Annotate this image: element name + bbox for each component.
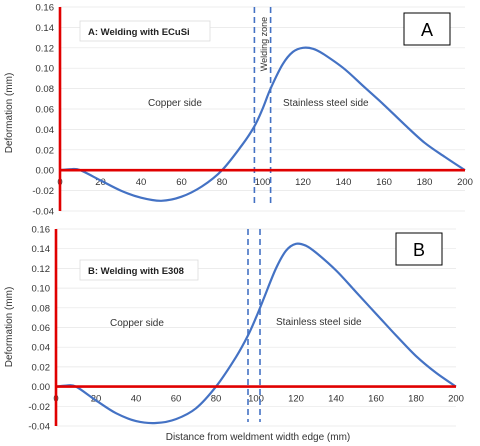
panel-a-x-tick-label: 100 xyxy=(255,177,271,188)
panel-b-y-tick-labels: -0.04 -0.02 0.00 0.02 0.04 0.06 0.08 0.10 0.12 0.… xyxy=(28,225,50,433)
panel-b-x-tick-label: 140 xyxy=(328,394,344,405)
panel-a-legend-box xyxy=(79,20,211,42)
panel-b-y-tick-label: 0.08 xyxy=(32,303,51,314)
panel-b-x-tick-label: 180 xyxy=(408,394,424,405)
panel-b-legend-box xyxy=(79,259,199,281)
panel-a-x-tick-label: 180 xyxy=(417,177,433,188)
panel-a-y-tick-labels: -0.04 -0.02 0.00 0.02 0.04 0.06 0.08 0.10 0.12 0.… xyxy=(32,3,54,218)
panel-b-y-tick-label: -0.02 xyxy=(28,402,50,413)
panel-b-x-axis-title: Distance from weldment width edge (mm) xyxy=(166,432,351,443)
panel-a-x-tick-label: 120 xyxy=(295,177,311,188)
panel-a-x-tick-label: 40 xyxy=(136,177,147,188)
panel-b-x-tick-label: 60 xyxy=(171,394,182,405)
panel-b-letter: B xyxy=(413,240,425,260)
panel-b: Deformation (mm) -0.04 -0.02 0.00 0.02 0.04 0… xyxy=(4,225,464,444)
panel-a-y-tick-label: 0.00 xyxy=(36,166,55,177)
panel-b-y-tick-label: 0.16 xyxy=(32,225,51,236)
panel-b-y-tick-label: 0.00 xyxy=(32,382,51,393)
panel-a: Deformation (mm) -0.04 -0.02 0.00 0.02 0.04 0… xyxy=(4,3,473,218)
panel-a-y-tick-label: 0.04 xyxy=(36,125,55,136)
panel-b-x-tick-label: 160 xyxy=(368,394,384,405)
panel-a-legend-text: A: Welding with ECuSi xyxy=(88,27,190,38)
panel-b-letter-box xyxy=(395,232,443,266)
panel-a-y-tick-label: 0.06 xyxy=(36,105,55,116)
panel-a-y-axis-title: Deformation (mm) xyxy=(4,73,15,154)
panel-a-x-tick-label: 140 xyxy=(336,177,352,188)
panel-b-x-tick-label: 80 xyxy=(211,394,222,405)
panel-b-stainless-side-label: Stainless steel side xyxy=(276,317,362,328)
panel-b-legend-text: B: Welding with E308 xyxy=(88,266,184,277)
panel-b-y-tick-label: -0.04 xyxy=(28,422,50,433)
panel-b-copper-side-label: Copper side xyxy=(110,318,164,329)
panel-b-x-tick-labels: 020406080100120140160180200 xyxy=(53,394,464,405)
panel-a-y-tick-label: 0.02 xyxy=(36,145,55,156)
panel-a-x-tick-label: 200 xyxy=(457,177,473,188)
panel-a-y-tick-label: 0.16 xyxy=(36,3,55,14)
panel-b-x-tick-label: 120 xyxy=(288,394,304,405)
panel-b-deformation-curve xyxy=(55,242,457,425)
panel-a-y-tick-label: -0.04 xyxy=(32,207,54,218)
panel-b-x-tick-label: 40 xyxy=(131,394,142,405)
panel-b-y-tick-label: 0.02 xyxy=(32,362,51,373)
panel-a-weld-zone xyxy=(253,7,272,207)
panel-a-copper-side-label: Copper side xyxy=(148,98,202,109)
panel-a-x-tick-label: 80 xyxy=(217,177,228,188)
panel-a-axes xyxy=(58,7,465,211)
panel-a-letter: A xyxy=(421,20,433,40)
panel-a-y-tick-label: -0.02 xyxy=(32,186,54,197)
panel-b-y-tick-label: 0.06 xyxy=(32,323,51,334)
panel-a-x-tick-label: 60 xyxy=(176,177,187,188)
panel-b-axes xyxy=(54,229,456,426)
panel-a-welding-zone-label: Welding zone xyxy=(259,17,269,71)
panel-a-y-tick-label: 0.12 xyxy=(36,43,55,54)
panel-a-deformation-curve xyxy=(59,46,466,202)
panel-b-y-tick-label: 0.12 xyxy=(32,264,51,275)
panel-b-weld-zone xyxy=(247,229,261,422)
panel-a-y-tick-label: 0.10 xyxy=(36,64,55,75)
panel-a-letter-box xyxy=(403,12,451,46)
panel-b-y-tick-label: 0.10 xyxy=(32,284,51,295)
panel-a-gridlines xyxy=(60,6,465,212)
panel-b-y-axis-title: Deformation (mm) xyxy=(4,287,15,368)
panel-b-x-tick-label: 100 xyxy=(248,394,264,405)
panel-a-y-tick-label: 0.08 xyxy=(36,84,55,95)
panel-a-y-tick-label: 0.14 xyxy=(36,23,55,34)
panel-b-x-tick-label: 200 xyxy=(448,394,464,405)
panel-a-x-tick-labels: 020406080100120140160180200 xyxy=(57,177,473,188)
panel-b-y-tick-label: 0.14 xyxy=(32,244,51,255)
panel-b-y-tick-label: 0.04 xyxy=(32,343,51,354)
panel-a-stainless-side-label: Stainless steel side xyxy=(283,98,369,109)
panel-a-x-tick-label: 20 xyxy=(95,177,106,188)
panel-a-x-tick-label: 160 xyxy=(376,177,392,188)
